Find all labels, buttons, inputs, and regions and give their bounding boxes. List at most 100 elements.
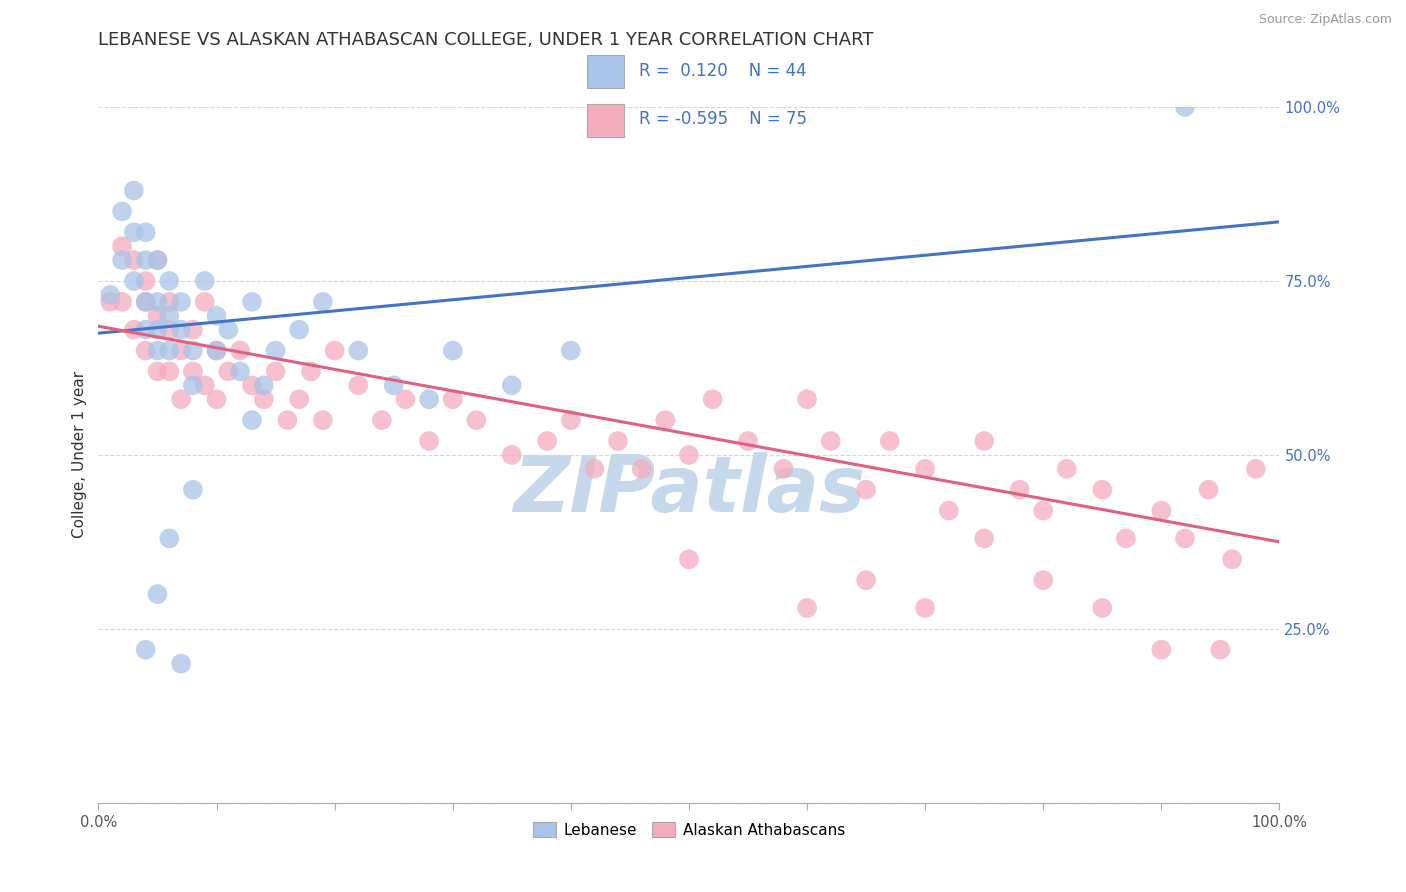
Point — [347, 378, 370, 392]
Point — [418, 392, 440, 407]
Point — [217, 323, 239, 337]
Point — [772, 462, 794, 476]
Point — [111, 204, 134, 219]
Point — [146, 343, 169, 358]
Text: LEBANESE VS ALASKAN ATHABASCAN COLLEGE, UNDER 1 YEAR CORRELATION CHART: LEBANESE VS ALASKAN ATHABASCAN COLLEGE, … — [98, 31, 875, 49]
Point — [135, 253, 157, 268]
Point — [382, 378, 405, 392]
Point — [146, 323, 169, 337]
Point — [135, 343, 157, 358]
Text: Source: ZipAtlas.com: Source: ZipAtlas.com — [1258, 13, 1392, 27]
Point — [146, 309, 169, 323]
Point — [855, 483, 877, 497]
Point — [181, 343, 204, 358]
Point — [98, 294, 121, 309]
Point — [938, 503, 960, 517]
Point — [288, 392, 311, 407]
Point — [312, 413, 335, 427]
Point — [122, 274, 145, 288]
Point — [135, 274, 157, 288]
Point — [181, 378, 204, 392]
Point — [146, 294, 169, 309]
Point — [1198, 483, 1220, 497]
Point — [181, 323, 204, 337]
Point — [560, 343, 582, 358]
Point — [288, 323, 311, 337]
Point — [654, 413, 676, 427]
Point — [536, 434, 558, 448]
Point — [441, 392, 464, 407]
Text: R = -0.595    N = 75: R = -0.595 N = 75 — [638, 111, 807, 128]
Point — [1091, 483, 1114, 497]
Point — [1115, 532, 1137, 546]
Point — [264, 364, 287, 378]
Point — [1209, 642, 1232, 657]
Point — [205, 343, 228, 358]
Point — [630, 462, 652, 476]
Bar — [588, 104, 624, 137]
Point — [194, 378, 217, 392]
Point — [560, 413, 582, 427]
Point — [914, 462, 936, 476]
Text: ZIPatlas: ZIPatlas — [513, 451, 865, 528]
Point — [111, 239, 134, 253]
Point — [1150, 503, 1173, 517]
Point — [855, 573, 877, 587]
Point — [1220, 552, 1243, 566]
Point — [501, 448, 523, 462]
Point — [240, 294, 263, 309]
Point — [1056, 462, 1078, 476]
Point — [820, 434, 842, 448]
Text: R =  0.120    N = 44: R = 0.120 N = 44 — [638, 62, 806, 79]
Point — [678, 552, 700, 566]
Point — [157, 532, 180, 546]
Point — [678, 448, 700, 462]
Point — [299, 364, 322, 378]
Point — [1244, 462, 1267, 476]
Point — [1008, 483, 1031, 497]
Point — [205, 343, 228, 358]
Point — [157, 364, 180, 378]
Point — [229, 364, 252, 378]
Point — [240, 413, 263, 427]
Point — [98, 288, 121, 302]
Point — [796, 601, 818, 615]
Point — [737, 434, 759, 448]
Point — [135, 323, 157, 337]
Point — [111, 253, 134, 268]
Point — [264, 343, 287, 358]
Point — [194, 294, 217, 309]
Point — [394, 392, 416, 407]
Point — [465, 413, 488, 427]
Y-axis label: College, Under 1 year: College, Under 1 year — [72, 371, 87, 539]
Point — [607, 434, 630, 448]
Point — [146, 253, 169, 268]
Point — [170, 657, 193, 671]
Point — [205, 392, 228, 407]
Point — [276, 413, 298, 427]
Point — [253, 392, 276, 407]
Point — [217, 364, 239, 378]
Point — [135, 294, 157, 309]
Point — [157, 274, 180, 288]
Point — [229, 343, 252, 358]
Point — [146, 253, 169, 268]
Point — [583, 462, 606, 476]
Point — [1091, 601, 1114, 615]
Point — [146, 587, 169, 601]
Point — [371, 413, 394, 427]
Point — [135, 642, 157, 657]
Point — [501, 378, 523, 392]
Point — [312, 294, 335, 309]
Point — [157, 294, 180, 309]
Point — [347, 343, 370, 358]
Point — [122, 323, 145, 337]
Point — [796, 392, 818, 407]
Point — [135, 225, 157, 239]
Point — [181, 483, 204, 497]
Point — [170, 392, 193, 407]
Point — [1174, 100, 1197, 114]
Point — [253, 378, 276, 392]
Point — [194, 274, 217, 288]
Point — [157, 323, 180, 337]
